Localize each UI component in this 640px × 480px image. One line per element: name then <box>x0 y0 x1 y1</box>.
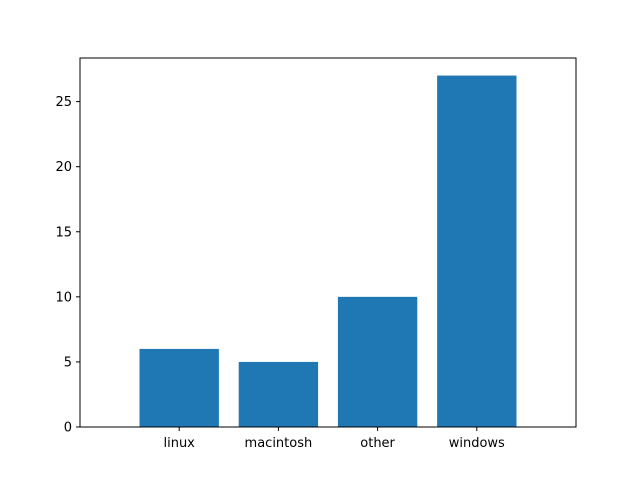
y-tick-label: 5 <box>64 355 72 370</box>
y-axis: 0 5 10 15 20 25 <box>55 95 80 436</box>
x-tick-label: macintosh <box>245 436 313 451</box>
x-tick-label: linux <box>163 436 195 451</box>
y-tick-label: 10 <box>55 290 72 305</box>
bar-macintosh <box>238 361 319 427</box>
bars-layer <box>139 75 517 428</box>
y-tick-label: 15 <box>55 225 72 240</box>
y-tick-label: 0 <box>64 421 72 436</box>
x-tick-label: other <box>360 436 395 451</box>
y-tick-label: 25 <box>55 95 72 110</box>
plot-frame <box>79 57 577 428</box>
x-tick-label: windows <box>449 436 505 451</box>
x-axis: linux macintosh other windows <box>163 427 505 451</box>
bar-other <box>337 296 418 427</box>
y-tick-label: 20 <box>55 160 72 175</box>
bar-windows <box>437 75 517 428</box>
bar-linux <box>139 348 219 427</box>
